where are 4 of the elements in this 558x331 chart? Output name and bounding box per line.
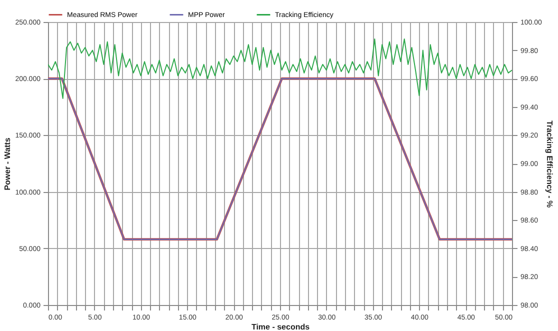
line-series <box>48 38 512 99</box>
x-axis-title: Time - seconds <box>251 322 310 331</box>
y2-axis-title: Tracking Efficiency - % <box>544 120 554 208</box>
y-axis-title: Power - Watts <box>3 137 12 190</box>
